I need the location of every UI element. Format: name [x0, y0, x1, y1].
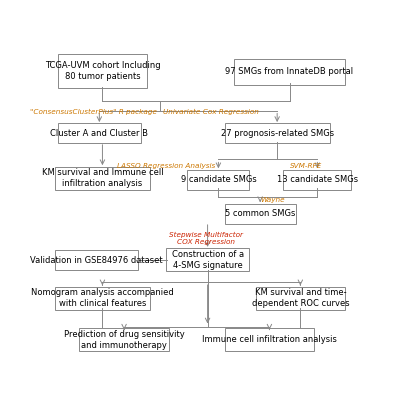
- Text: LASSO Regression Analysis: LASSO Regression Analysis: [117, 163, 215, 169]
- FancyBboxPatch shape: [55, 166, 150, 190]
- Text: Immune cell infiltration analysis: Immune cell infiltration analysis: [202, 335, 337, 344]
- Text: Prediction of drug sensitivity
and immunotherapy: Prediction of drug sensitivity and immun…: [64, 330, 184, 350]
- FancyBboxPatch shape: [234, 59, 345, 85]
- FancyBboxPatch shape: [283, 170, 352, 190]
- Text: Construction of a
4-SMG signature: Construction of a 4-SMG signature: [172, 250, 244, 270]
- FancyBboxPatch shape: [255, 287, 345, 310]
- Text: Validation in GSE84976 dataset: Validation in GSE84976 dataset: [30, 256, 162, 265]
- Text: TCGA-UVM cohort Including
80 tumor patients: TCGA-UVM cohort Including 80 tumor patie…: [45, 61, 160, 81]
- Text: 5 common SMGs: 5 common SMGs: [225, 209, 295, 218]
- Text: KM survival and time-
dependent ROC curves: KM survival and time- dependent ROC curv…: [251, 288, 349, 308]
- Text: 27 prognosis-related SMGs: 27 prognosis-related SMGs: [221, 129, 334, 138]
- Text: 97 SMGs from InnateDB portal: 97 SMGs from InnateDB portal: [225, 67, 354, 76]
- FancyBboxPatch shape: [225, 124, 330, 144]
- FancyBboxPatch shape: [79, 328, 169, 351]
- FancyBboxPatch shape: [55, 287, 150, 310]
- Text: 9 candidate SMGs: 9 candidate SMGs: [180, 175, 256, 184]
- FancyBboxPatch shape: [57, 54, 147, 88]
- Text: SVM-RFE: SVM-RFE: [290, 163, 322, 169]
- FancyBboxPatch shape: [57, 124, 141, 144]
- FancyBboxPatch shape: [55, 250, 138, 270]
- Text: 13 candidate SMGs: 13 candidate SMGs: [277, 175, 358, 184]
- FancyBboxPatch shape: [225, 204, 296, 224]
- Text: Cluster A and Cluster B: Cluster A and Cluster B: [50, 129, 148, 138]
- Text: Stepwise Multifactor
COX Regression: Stepwise Multifactor COX Regression: [169, 232, 243, 244]
- Text: "ConsensusClusterPlus" R package: "ConsensusClusterPlus" R package: [30, 109, 156, 115]
- Text: KM survival and Immune cell
infiltration analysis: KM survival and Immune cell infiltration…: [41, 168, 163, 188]
- FancyBboxPatch shape: [188, 170, 249, 190]
- FancyBboxPatch shape: [166, 248, 249, 271]
- Text: Wayne: Wayne: [261, 196, 285, 202]
- Text: Nomogram analysis accompanied
with clinical features: Nomogram analysis accompanied with clini…: [31, 288, 174, 308]
- Text: Univariate Cox Regression: Univariate Cox Regression: [163, 109, 259, 115]
- FancyBboxPatch shape: [225, 328, 314, 351]
